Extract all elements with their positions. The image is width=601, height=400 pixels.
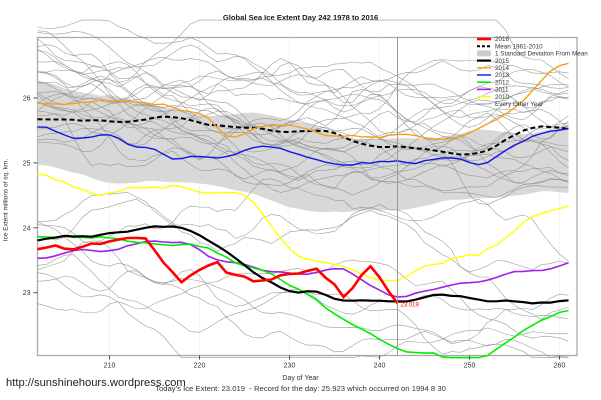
svg-text:2013: 2013 <box>495 72 510 79</box>
svg-text:25: 25 <box>23 160 31 167</box>
svg-text:26: 26 <box>23 96 31 103</box>
svg-text:260: 260 <box>554 363 566 370</box>
svg-text:220: 220 <box>194 363 206 370</box>
svg-text:2016: 2016 <box>495 36 510 43</box>
svg-text:230: 230 <box>284 363 296 370</box>
svg-text:250: 250 <box>464 363 476 370</box>
svg-text:Every Other Year: Every Other Year <box>495 101 543 108</box>
svg-text:2011: 2011 <box>495 87 509 94</box>
svg-text:2010: 2010 <box>495 94 510 101</box>
svg-text:240: 240 <box>374 363 386 370</box>
svg-text:2015: 2015 <box>495 58 510 65</box>
svg-text:24: 24 <box>23 225 31 232</box>
svg-text:1 Standard Deviation From Mean: 1 Standard Deviation From Mean <box>495 51 588 58</box>
svg-text:2012: 2012 <box>495 79 510 86</box>
svg-text:Mean 1961-2010: Mean 1961-2010 <box>495 43 543 50</box>
svg-text:210: 210 <box>104 363 116 370</box>
svg-text:23: 23 <box>23 290 31 297</box>
svg-text:2014: 2014 <box>495 65 510 72</box>
svg-text:23.019: 23.019 <box>401 302 420 308</box>
